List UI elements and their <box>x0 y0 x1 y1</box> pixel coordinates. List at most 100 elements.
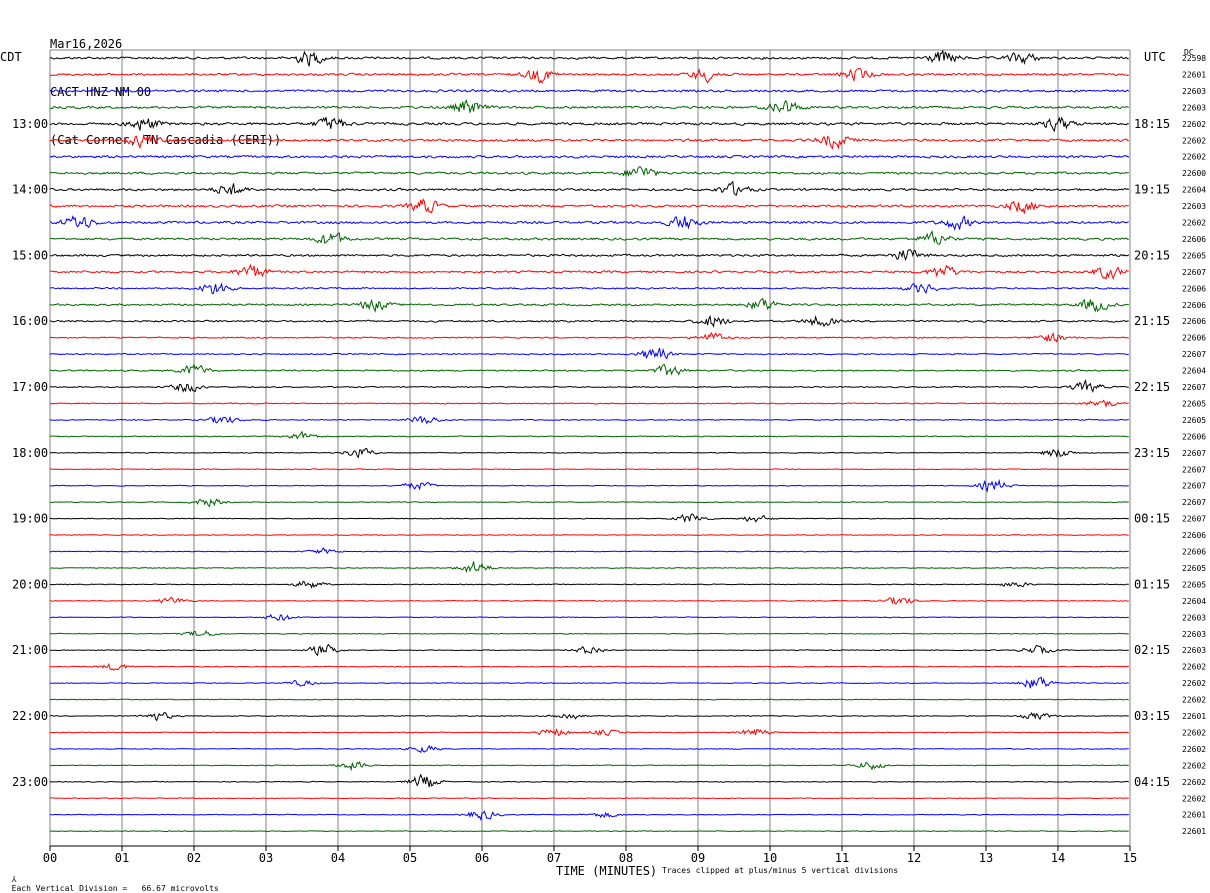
trace-row-24 <box>49 447 1129 459</box>
right-time-label: 03:15 <box>1134 709 1170 723</box>
dc-offset-label: 22605 <box>1182 580 1206 589</box>
dc-offset-label: 22598 <box>1182 54 1206 63</box>
dc-offset-label: 22607 <box>1182 515 1206 524</box>
trace-row-44 <box>49 773 1129 788</box>
left-time-label: 17:00 <box>12 380 48 394</box>
right-time-label: 18:15 <box>1134 117 1170 131</box>
dc-offset-label: 22606 <box>1182 235 1206 244</box>
x-tick-label: 06 <box>475 851 489 865</box>
trace-row-26 <box>49 478 1129 493</box>
trace-row-28 <box>49 513 1129 523</box>
x-tick-label: 13 <box>979 851 993 865</box>
trace-row-20 <box>49 378 1129 393</box>
trace-row-32 <box>50 580 1129 589</box>
trace-row-21 <box>49 399 1129 408</box>
dc-offset-label: 22607 <box>1182 449 1206 458</box>
left-time-label: 19:00 <box>12 512 48 526</box>
x-tick-label: 03 <box>259 851 273 865</box>
trace-row-25 <box>49 468 1129 471</box>
x-axis-title: TIME (MINUTES) <box>556 864 658 878</box>
dc-offset-label: 22603 <box>1182 630 1206 639</box>
dc-header-label: DC <box>1184 48 1194 57</box>
trace-row-7 <box>49 166 1130 178</box>
trace-row-33 <box>49 596 1129 605</box>
dc-offset-label: 22606 <box>1182 334 1206 343</box>
right-time-label: 21:15 <box>1134 314 1170 328</box>
trace-row-31 <box>49 561 1129 574</box>
dc-offset-label: 22607 <box>1182 268 1206 277</box>
dc-offset-label: 22607 <box>1182 465 1206 474</box>
left-timezone-label: CDT <box>0 50 22 64</box>
dc-offset-label: 22606 <box>1182 284 1206 293</box>
trace-row-38 <box>49 676 1129 689</box>
x-tick-label: 01 <box>115 851 129 865</box>
left-time-label: 20:00 <box>12 577 48 591</box>
dc-offset-label: 22602 <box>1182 153 1206 162</box>
right-time-label: 02:15 <box>1134 643 1170 657</box>
right-time-label: 20:15 <box>1134 248 1170 262</box>
dc-offset-label: 22605 <box>1182 399 1206 408</box>
dc-offset-label: 22604 <box>1182 186 1206 195</box>
x-tick-label: 05 <box>403 851 417 865</box>
trace-row-29 <box>49 534 1129 537</box>
clip-note: Traces clipped at plus/minus 5 vertical … <box>662 866 899 875</box>
dc-offset-label: 22601 <box>1182 827 1206 836</box>
dc-offset-label: 22601 <box>1182 70 1206 79</box>
dc-offset-label: 22603 <box>1182 87 1206 96</box>
dc-offset-label: 22606 <box>1182 548 1206 557</box>
trace-row-42 <box>49 744 1129 754</box>
trace-row-36 <box>49 643 1129 657</box>
trace-row-9 <box>49 198 1129 214</box>
right-time-label: 04:15 <box>1134 775 1170 789</box>
dc-offset-label: 22603 <box>1182 646 1206 655</box>
dc-offset-label: 22602 <box>1182 679 1206 688</box>
dc-offset-label: 22607 <box>1182 350 1206 359</box>
trace-row-23 <box>49 430 1129 440</box>
left-time-label: 18:00 <box>12 446 48 460</box>
trace-row-8 <box>49 180 1130 196</box>
dc-offset-label: 22606 <box>1182 531 1206 540</box>
dc-offset-label: 22607 <box>1182 498 1206 507</box>
dc-offset-label: 22602 <box>1182 120 1206 129</box>
left-time-label: 22:00 <box>12 709 48 723</box>
dc-offset-label: 22602 <box>1182 761 1206 770</box>
dc-offset-label: 22606 <box>1182 432 1206 441</box>
dc-offset-label: 22602 <box>1182 663 1206 672</box>
dc-offset-label: 22603 <box>1182 103 1206 112</box>
x-tick-label: 07 <box>547 851 561 865</box>
left-time-label: 13:00 <box>12 117 48 131</box>
trace-row-39 <box>49 698 1129 701</box>
trace-row-27 <box>50 498 1129 508</box>
dc-offset-label: 22601 <box>1182 712 1206 721</box>
trace-row-5 <box>49 133 1129 150</box>
left-time-label: 15:00 <box>12 248 48 262</box>
x-tick-label: 12 <box>907 851 921 865</box>
trace-row-30 <box>49 547 1129 555</box>
dc-offset-label: 22602 <box>1182 696 1206 705</box>
trace-row-18 <box>49 347 1129 360</box>
trace-row-17 <box>49 331 1129 343</box>
dc-offset-label: 22603 <box>1182 613 1206 622</box>
dc-offset-label: 22602 <box>1182 794 1206 803</box>
dc-offset-label: 22604 <box>1182 367 1206 376</box>
x-tick-label: 00 <box>43 851 57 865</box>
x-tick-label: 11 <box>835 851 849 865</box>
trace-row-14 <box>49 282 1129 295</box>
x-tick-label: 08 <box>619 851 633 865</box>
trace-row-47 <box>49 830 1129 833</box>
x-tick-label: 04 <box>331 851 345 865</box>
dc-offset-label: 22600 <box>1182 169 1206 178</box>
trace-row-35 <box>49 629 1129 637</box>
x-tick-label: 14 <box>1051 851 1065 865</box>
dc-offset-label: 22604 <box>1182 597 1206 606</box>
left-time-label: 23:00 <box>12 775 48 789</box>
left-time-label: 16:00 <box>12 314 48 328</box>
dc-offset-label: 22602 <box>1182 136 1206 145</box>
trace-row-2 <box>49 89 1130 93</box>
left-time-label: 14:00 <box>12 183 48 197</box>
dc-offset-label: 22606 <box>1182 317 1206 326</box>
trace-row-22 <box>49 415 1129 425</box>
dc-offset-label: 22601 <box>1182 811 1206 820</box>
trace-row-16 <box>49 314 1129 328</box>
